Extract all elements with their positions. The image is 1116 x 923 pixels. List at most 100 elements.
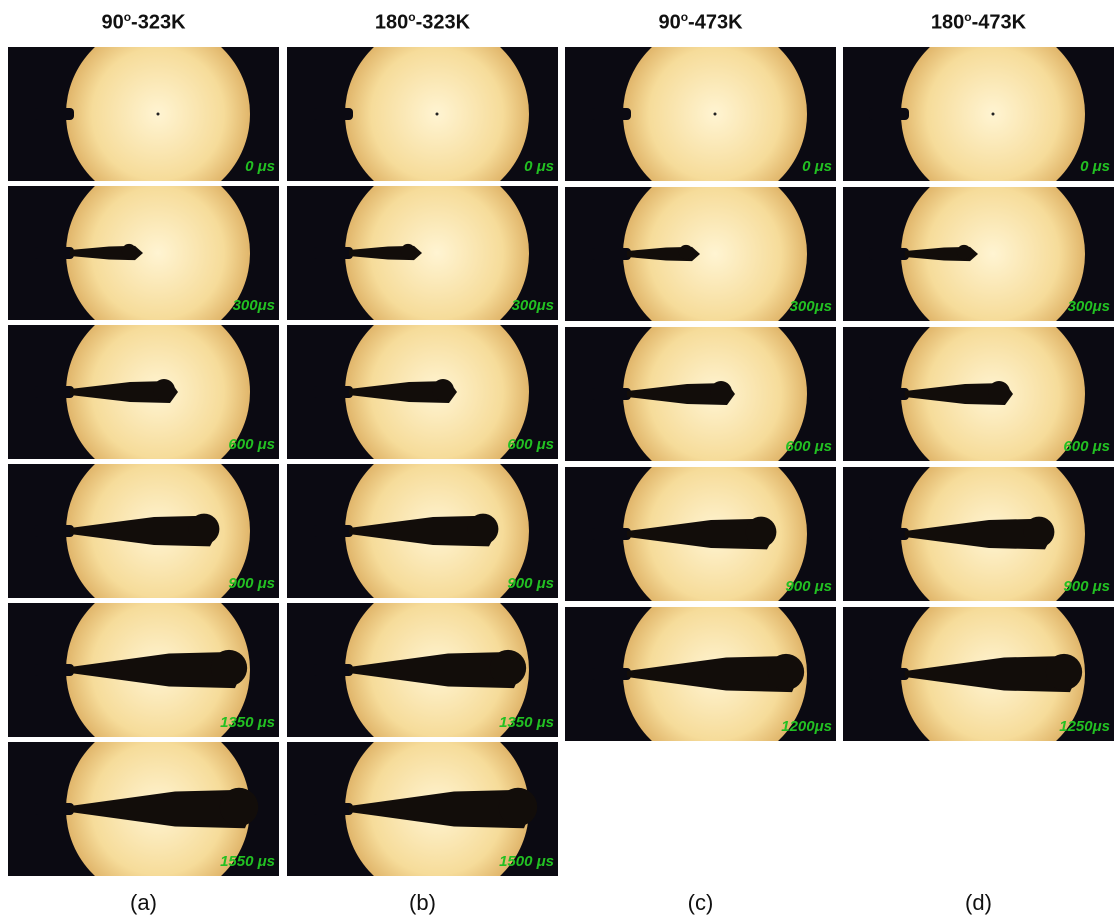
frame: 0 μs	[287, 47, 558, 181]
marker-dot	[157, 113, 160, 116]
marker-dot	[436, 113, 439, 116]
header-base: 180	[375, 12, 408, 34]
time-label: 0 μs	[524, 158, 554, 175]
time-label: 1550 μs	[220, 853, 275, 870]
time-label: 1350 μs	[499, 714, 554, 731]
frame: 300μs	[843, 187, 1114, 321]
header-base: 90	[101, 12, 123, 34]
frame: 600 μs	[843, 327, 1114, 461]
nozzle	[869, 668, 909, 680]
nozzle	[34, 386, 74, 398]
spray-head	[432, 379, 454, 401]
frame: 300μs	[565, 187, 836, 321]
frame: 600 μs	[287, 325, 558, 459]
spray-head	[679, 245, 693, 259]
time-label: 300μs	[1068, 298, 1110, 315]
frame: 0 μs	[843, 47, 1114, 181]
time-label: 900 μs	[228, 575, 275, 592]
time-label: 1250μs	[1059, 718, 1110, 735]
time-label: 1350 μs	[220, 714, 275, 731]
frame: 1350 μs	[8, 603, 279, 737]
column-header: 180o-473K	[843, 10, 1114, 35]
header-base: 90	[658, 12, 680, 34]
time-label: 900 μs	[507, 575, 554, 592]
spray-head	[768, 654, 804, 690]
frame: 900 μs	[8, 464, 279, 598]
time-label: 900 μs	[785, 578, 832, 595]
time-label: 600 μs	[1063, 438, 1110, 455]
time-label: 600 μs	[785, 438, 832, 455]
spray-head	[211, 650, 247, 686]
nozzle	[34, 247, 74, 259]
nozzle	[313, 386, 353, 398]
nozzle	[313, 803, 353, 815]
time-label: 300μs	[790, 298, 832, 315]
nozzle	[591, 388, 631, 400]
header-sup: o	[964, 10, 971, 24]
spray-head	[153, 379, 175, 401]
column-header: 90o-323K	[8, 10, 279, 35]
column-header: 180o-323K	[287, 10, 558, 35]
header-rest: -473K	[688, 12, 742, 34]
spray-head	[220, 788, 259, 827]
frame: 1200μs	[565, 607, 836, 741]
nozzle	[313, 664, 353, 676]
nozzle	[869, 108, 909, 120]
nozzle	[591, 108, 631, 120]
nozzle	[34, 803, 74, 815]
nozzle	[591, 528, 631, 540]
frame: 1250μs	[843, 607, 1114, 741]
nozzle	[313, 108, 353, 120]
spray-head	[988, 381, 1010, 403]
nozzle	[869, 388, 909, 400]
header-rest: -473K	[972, 12, 1026, 34]
frame: 300μs	[287, 186, 558, 320]
nozzle	[591, 248, 631, 260]
header-sup: o	[408, 10, 415, 24]
frame: 1500 μs	[287, 742, 558, 876]
column-header: 90o-473K	[565, 10, 836, 35]
frame: 0 μs	[8, 47, 279, 181]
time-label: 1500 μs	[499, 853, 554, 870]
frame: 0 μs	[565, 47, 836, 181]
time-label: 600 μs	[228, 436, 275, 453]
header-sup: o	[124, 10, 131, 24]
frame: 900 μs	[565, 467, 836, 601]
marker-dot	[992, 113, 995, 116]
time-label: 0 μs	[245, 158, 275, 175]
spray-head	[710, 381, 732, 403]
spray-head	[468, 514, 499, 545]
frame: 900 μs	[287, 464, 558, 598]
spray-head	[957, 245, 971, 259]
nozzle	[34, 525, 74, 537]
frame: 1550 μs	[8, 742, 279, 876]
frame: 900 μs	[843, 467, 1114, 601]
spray-head	[499, 788, 538, 827]
marker-dot	[714, 113, 717, 116]
time-label: 1200μs	[781, 718, 832, 735]
nozzle	[34, 108, 74, 120]
frame: 1350 μs	[287, 603, 558, 737]
time-label: 600 μs	[507, 436, 554, 453]
frame: 300μs	[8, 186, 279, 320]
caption: (b)	[287, 890, 558, 916]
nozzle	[34, 664, 74, 676]
header-rest: -323K	[131, 12, 185, 34]
spray-head	[1046, 654, 1082, 690]
nozzle	[313, 247, 353, 259]
nozzle	[591, 668, 631, 680]
header-sup: o	[681, 10, 688, 24]
spray-head	[189, 514, 220, 545]
caption: (c)	[565, 890, 836, 916]
frame: 600 μs	[565, 327, 836, 461]
time-label: 300μs	[233, 297, 275, 314]
time-label: 0 μs	[802, 158, 832, 175]
spray-head	[401, 244, 415, 258]
time-label: 300μs	[512, 297, 554, 314]
caption: (a)	[8, 890, 279, 916]
header-rest: -323K	[416, 12, 470, 34]
caption: (d)	[843, 890, 1114, 916]
spray-head	[490, 650, 526, 686]
spray-head	[122, 244, 136, 258]
spray-head	[746, 517, 777, 548]
